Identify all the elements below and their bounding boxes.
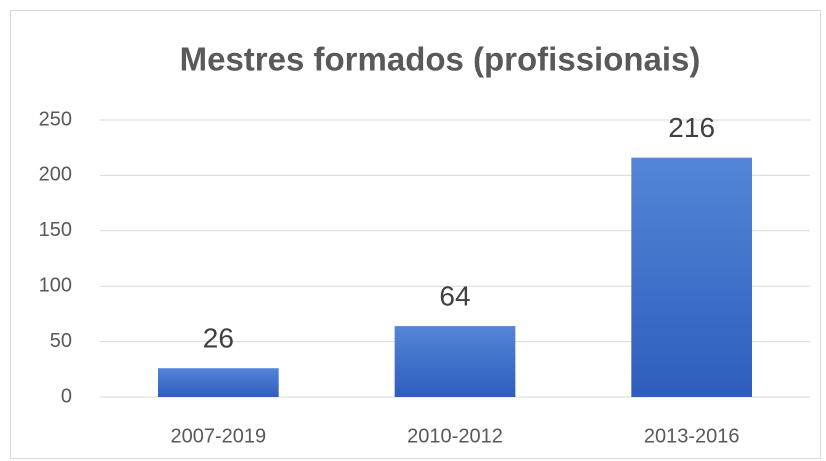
data-label: 216 [668,112,715,143]
y-tick-label: 100 [39,274,72,296]
data-label: 26 [203,323,234,354]
bar [157,368,279,397]
y-tick-label: 200 [39,164,72,186]
y-tick-label: 150 [39,219,72,241]
x-tick-label: 2013-2016 [644,425,740,447]
y-tick-label: 50 [50,330,72,352]
data-label: 64 [439,280,470,311]
y-tick-label: 250 [39,108,72,130]
bar [631,157,753,397]
x-tick-label: 2010-2012 [407,425,503,447]
bar [394,326,516,397]
x-tick-label: 2007-2019 [171,425,267,447]
y-tick-label: 0 [61,385,72,407]
chart-title: Mestres formados (profissionais) [180,41,701,78]
